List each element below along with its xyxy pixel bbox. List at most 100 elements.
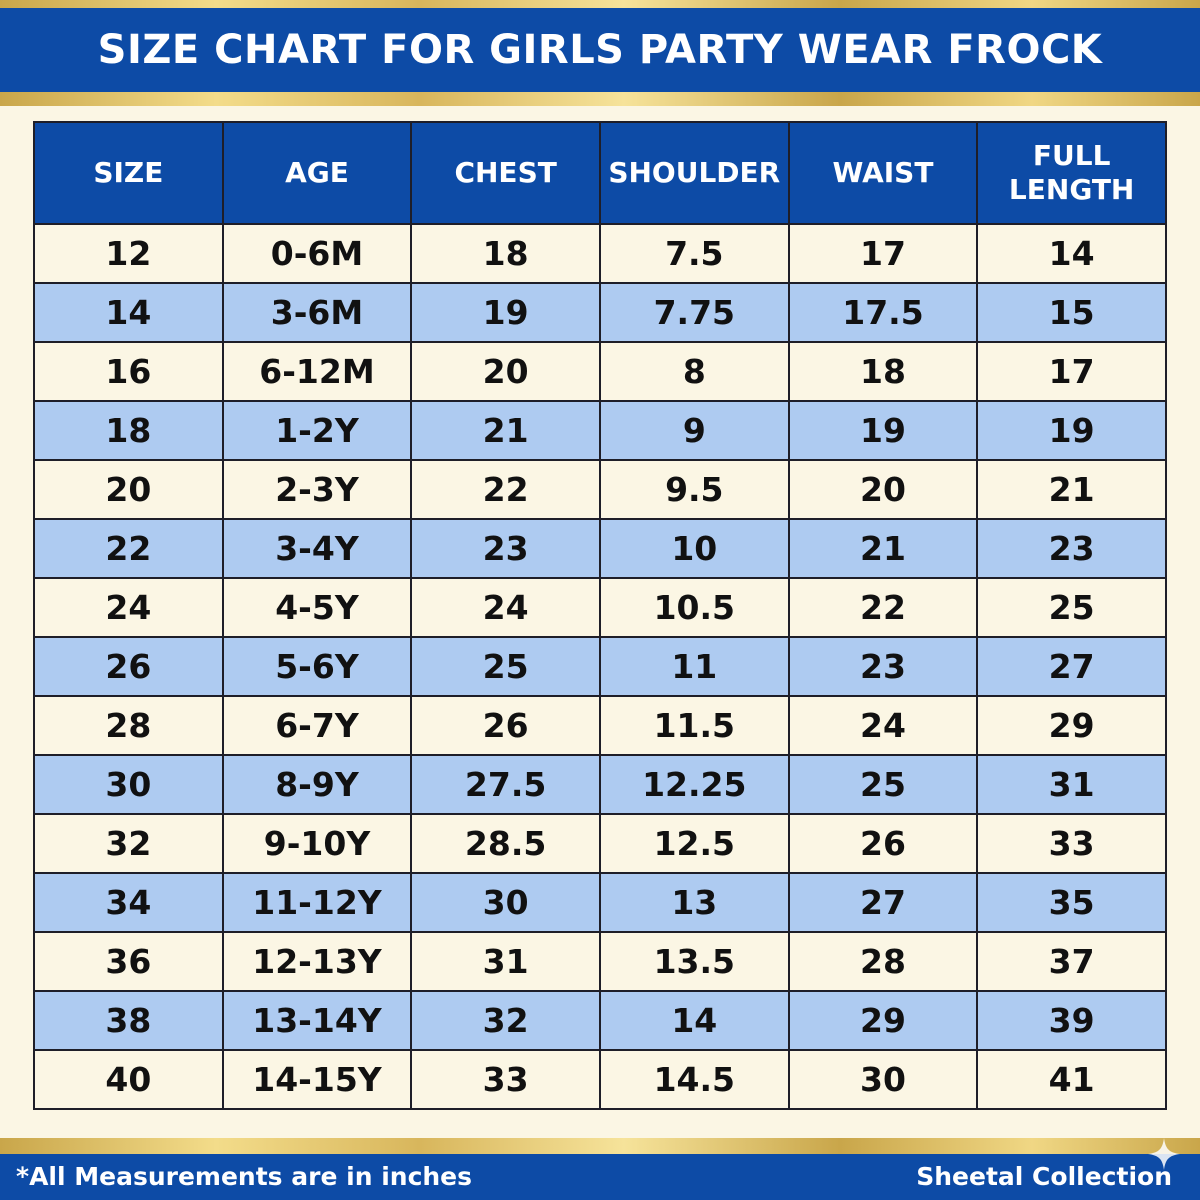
cell-full-length: 27 <box>976 636 1167 697</box>
title-bar: SIZE CHART FOR GIRLS PARTY WEAR FROCK <box>0 8 1200 92</box>
cell-full-length: 14 <box>976 223 1167 284</box>
cell-shoulder: 13.5 <box>598 931 790 992</box>
cell-shoulder: 12.25 <box>598 754 790 815</box>
cell-age: 13-14Y <box>221 990 413 1051</box>
table-row: 20 2-3Y 22 9.5 20 21 <box>33 459 1167 520</box>
column-header-age: AGE <box>221 121 413 225</box>
cell-waist: 29 <box>787 990 979 1051</box>
cell-size: 18 <box>33 400 224 461</box>
cell-age: 9-10Y <box>221 813 413 874</box>
cell-full-length: 23 <box>976 518 1167 579</box>
brand-name: Sheetal Collection <box>916 1162 1172 1191</box>
cell-waist: 26 <box>787 813 979 874</box>
column-header-waist: WAIST <box>787 121 979 225</box>
cell-size: 28 <box>33 695 224 756</box>
cell-full-length: 37 <box>976 931 1167 992</box>
cell-age: 4-5Y <box>221 577 413 638</box>
table-row: 16 6-12M 20 8 18 17 <box>33 341 1167 402</box>
cell-shoulder: 9.5 <box>598 459 790 520</box>
cell-shoulder: 12.5 <box>598 813 790 874</box>
cell-size: 36 <box>33 931 224 992</box>
cell-chest: 25 <box>410 636 601 697</box>
cell-size: 22 <box>33 518 224 579</box>
cell-shoulder: 8 <box>598 341 790 402</box>
cell-waist: 18 <box>787 341 979 402</box>
cell-waist: 22 <box>787 577 979 638</box>
cell-chest: 31 <box>410 931 601 992</box>
cell-waist: 28 <box>787 931 979 992</box>
cell-size: 34 <box>33 872 224 933</box>
cell-full-length: 19 <box>976 400 1167 461</box>
table-row: 12 0-6M 18 7.5 17 14 <box>33 223 1167 284</box>
cell-age: 1-2Y <box>221 400 413 461</box>
cell-age: 3-6M <box>221 282 413 343</box>
cell-shoulder: 11.5 <box>598 695 790 756</box>
cell-shoulder: 14 <box>598 990 790 1051</box>
cell-shoulder: 7.75 <box>598 282 790 343</box>
cell-waist: 30 <box>787 1049 979 1110</box>
cell-full-length: 29 <box>976 695 1167 756</box>
cell-shoulder: 11 <box>598 636 790 697</box>
cell-full-length: 39 <box>976 990 1167 1051</box>
gold-border-top <box>0 0 1200 8</box>
table-row: 38 13-14Y 32 14 29 39 <box>33 990 1167 1051</box>
cell-size: 30 <box>33 754 224 815</box>
cell-full-length: 15 <box>976 282 1167 343</box>
cell-chest: 27.5 <box>410 754 601 815</box>
cell-full-length: 25 <box>976 577 1167 638</box>
cell-age: 0-6M <box>221 223 413 284</box>
cell-full-length: 21 <box>976 459 1167 520</box>
cell-size: 12 <box>33 223 224 284</box>
cell-size: 16 <box>33 341 224 402</box>
cell-age: 14-15Y <box>221 1049 413 1110</box>
table-row: 30 8-9Y 27.5 12.25 25 31 <box>33 754 1167 815</box>
cell-waist: 27 <box>787 872 979 933</box>
cell-chest: 26 <box>410 695 601 756</box>
table-row: 34 11-12Y 30 13 27 35 <box>33 872 1167 933</box>
cell-waist: 24 <box>787 695 979 756</box>
cell-size: 20 <box>33 459 224 520</box>
cell-age: 12-13Y <box>221 931 413 992</box>
cell-chest: 21 <box>410 400 601 461</box>
sparkle-icon <box>1148 1138 1180 1170</box>
cell-chest: 24 <box>410 577 601 638</box>
table-row: 18 1-2Y 21 9 19 19 <box>33 400 1167 461</box>
table-row: 22 3-4Y 23 10 21 23 <box>33 518 1167 579</box>
table-row: 26 5-6Y 25 11 23 27 <box>33 636 1167 697</box>
cell-size: 14 <box>33 282 224 343</box>
cell-shoulder: 13 <box>598 872 790 933</box>
size-chart-table: SIZE AGE CHEST SHOULDER WAIST FULL LENGTH 12 0… <box>33 121 1167 1110</box>
cell-waist: 23 <box>787 636 979 697</box>
column-header-size: SIZE <box>33 121 224 225</box>
cell-chest: 28.5 <box>410 813 601 874</box>
cell-full-length: 31 <box>976 754 1167 815</box>
cell-waist: 17.5 <box>787 282 979 343</box>
table-body: 12 0-6M 18 7.5 17 14 14 3-6M 19 7.75 17.5 15 16 6-12M… <box>33 223 1167 1110</box>
table-row: 40 14-15Y 33 14.5 30 41 <box>33 1049 1167 1110</box>
page-title: SIZE CHART FOR GIRLS PARTY WEAR FROCK <box>97 27 1103 73</box>
cell-age: 8-9Y <box>221 754 413 815</box>
cell-size: 38 <box>33 990 224 1051</box>
table-row: 14 3-6M 19 7.75 17.5 15 <box>33 282 1167 343</box>
cell-size: 32 <box>33 813 224 874</box>
table-row: 36 12-13Y 31 13.5 28 37 <box>33 931 1167 992</box>
cell-waist: 25 <box>787 754 979 815</box>
cell-shoulder: 14.5 <box>598 1049 790 1110</box>
cell-size: 40 <box>33 1049 224 1110</box>
measurement-note: *All Measurements are in inches <box>16 1162 473 1191</box>
cell-size: 24 <box>33 577 224 638</box>
cell-age: 3-4Y <box>221 518 413 579</box>
table-row: 32 9-10Y 28.5 12.5 26 33 <box>33 813 1167 874</box>
cell-full-length: 41 <box>976 1049 1167 1110</box>
cell-age: 6-12M <box>221 341 413 402</box>
cell-chest: 19 <box>410 282 601 343</box>
cell-full-length: 17 <box>976 341 1167 402</box>
cell-waist: 20 <box>787 459 979 520</box>
table-header-row: SIZE AGE CHEST SHOULDER WAIST FULL LENGTH <box>33 121 1167 225</box>
cell-chest: 23 <box>410 518 601 579</box>
column-header-chest: CHEST <box>410 121 601 225</box>
cell-shoulder: 9 <box>598 400 790 461</box>
cell-waist: 19 <box>787 400 979 461</box>
table-row: 24 4-5Y 24 10.5 22 25 <box>33 577 1167 638</box>
cell-age: 6-7Y <box>221 695 413 756</box>
